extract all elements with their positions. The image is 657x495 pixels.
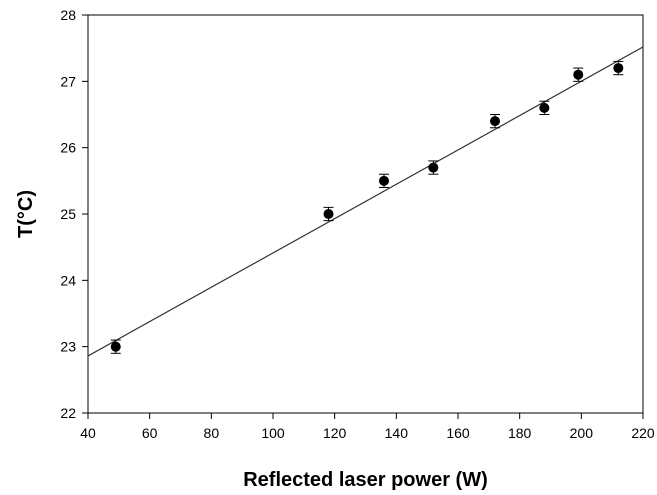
data-point — [428, 162, 439, 173]
x-tick-label: 100 — [261, 425, 285, 441]
x-tick-label: 120 — [323, 425, 347, 441]
y-tick-label: 23 — [60, 339, 76, 355]
x-tick-label: 160 — [446, 425, 470, 441]
fit-line — [88, 46, 643, 357]
y-tick-label: 26 — [60, 140, 76, 156]
axes: 40 60 80 100 120 140 160 180 200 220 22 23 24 25 26 27 2… — [60, 7, 654, 441]
data-point — [490, 116, 500, 127]
data-point — [573, 69, 584, 80]
data-point — [539, 102, 550, 113]
y-tick-label: 28 — [60, 7, 76, 23]
x-tick-label: 200 — [570, 425, 594, 441]
plot-frame — [87, 14, 644, 414]
y-axis-title: T(°C) — [15, 190, 37, 238]
x-tick-label: 180 — [508, 425, 532, 441]
y-tick-label: 27 — [60, 73, 76, 89]
data-points — [110, 60, 624, 354]
x-tick-label: 60 — [142, 425, 158, 441]
x-tick-label: 220 — [631, 425, 655, 441]
y-tick-label: 22 — [60, 405, 76, 421]
fit-line-group — [88, 46, 643, 357]
x-tick-label: 80 — [204, 425, 220, 441]
x-tick-label: 40 — [80, 425, 96, 441]
data-point — [379, 175, 389, 186]
data-point — [613, 63, 624, 74]
y-tick-label: 25 — [60, 206, 76, 222]
x-axis-title: Reflected laser power (W) — [243, 469, 488, 491]
x-tick-label: 140 — [385, 425, 409, 441]
y-tick-label: 24 — [60, 272, 76, 288]
data-point — [323, 209, 334, 219]
data-point — [110, 341, 121, 352]
